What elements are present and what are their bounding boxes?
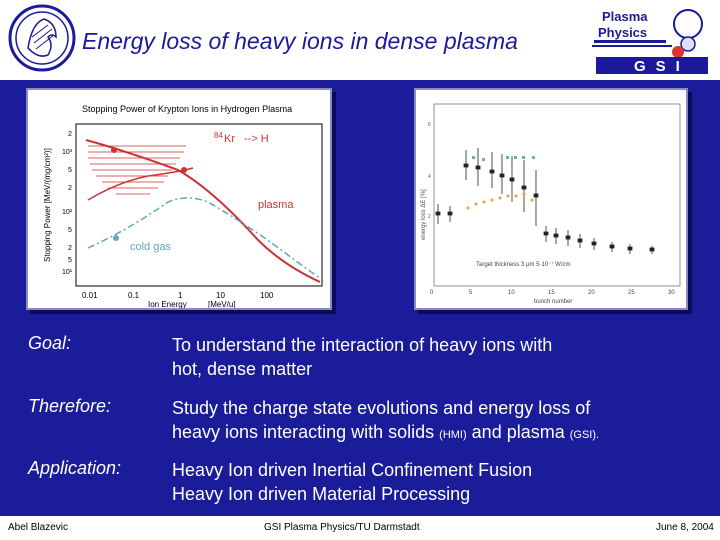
gsi-eagle-logo — [8, 4, 76, 72]
therefore-text: Study the charge state evolutions and en… — [172, 396, 599, 447]
ytick-minor: 2 — [68, 245, 72, 252]
y-axis-label: Stopping Power [MeV/(mg/cm²)] — [43, 148, 52, 262]
footer-date: June 8, 2004 — [656, 522, 714, 533]
cold-gas-label: cold gas — [130, 241, 171, 253]
logo-gsi-text: GSI — [634, 58, 690, 75]
data-point — [181, 167, 187, 173]
therefore-line-1: Study the charge state evolutions and en… — [172, 398, 591, 418]
application-text: Heavy Ion driven Inertial Confinement Fu… — [172, 458, 532, 506]
plasma-curve — [85, 139, 321, 283]
xtick-label: 20 — [588, 290, 595, 296]
ytick-minor: 2 — [68, 131, 72, 138]
target-annotation: Target thickness 3 µm 5·10⁻⁷ W/cm — [476, 261, 571, 268]
therefore-label: Therefore: — [28, 396, 112, 416]
hatched-region — [88, 145, 186, 195]
x-axis-unit: [MeV/u] — [208, 300, 236, 308]
isotope-mass: 84 — [214, 131, 223, 140]
xtick-label: 0.01 — [82, 291, 98, 300]
x-axis-label: bunch number — [534, 299, 572, 305]
ytick-minor: 5 — [68, 257, 72, 264]
energy-loss-figure: energy loss ΔE [%] 6 4 2 — [414, 88, 688, 310]
slide-title: Energy loss of heavy ions in dense plasm… — [82, 28, 518, 54]
xtick-label: 10 — [216, 291, 225, 300]
fig-left-title: Stopping Power of Krypton Ions in Hydrog… — [82, 104, 292, 114]
application-line-1: Heavy Ion driven Inertial Confinement Fu… — [172, 460, 533, 480]
ytick-minor: 5 — [68, 227, 72, 234]
footer-bar — [0, 516, 720, 540]
xtick-label: 1 — [178, 291, 183, 300]
data-point — [111, 147, 117, 153]
xtick-label: 0 — [430, 290, 434, 296]
gsi-tag: (GSI). — [569, 429, 600, 441]
hmi-tag: (HMI) — [439, 429, 467, 441]
ytick-label: 10³ — [62, 149, 73, 156]
plasma-physics-logo: Plasma Physics GSI — [592, 9, 708, 75]
green-markers — [472, 156, 535, 161]
xtick-label: 0.1 — [128, 291, 140, 300]
therefore-solids: heavy ions interacting with solids — [172, 422, 435, 442]
goal-line-2: hot, dense matter — [172, 359, 313, 379]
xtick-label: 5 — [469, 290, 473, 296]
ytick-minor: 2 — [68, 185, 72, 192]
footer-institution: GSI Plasma Physics/TU Darmstadt — [264, 522, 420, 533]
reaction-label: --> H — [244, 133, 269, 145]
therefore-plasma: and plasma — [471, 422, 565, 442]
logo-physics-text: Physics — [598, 25, 647, 40]
ytick-label: 2 — [428, 214, 431, 220]
ytick-label: 4 — [428, 174, 431, 180]
plasma-label: plasma — [258, 199, 294, 211]
data-point — [113, 235, 119, 241]
goal-line-1: To understand the interaction of heavy i… — [172, 335, 553, 355]
data-markers — [435, 148, 655, 254]
logo-plasma-text: Plasma — [602, 9, 648, 24]
orange-markers — [466, 192, 534, 210]
application-label: Application: — [28, 458, 122, 478]
ytick-label: 6 — [428, 122, 431, 128]
isotope-element: Kr — [224, 133, 235, 145]
ytick-minor: 5 — [68, 167, 72, 174]
stopping-power-figure: Stopping Power of Krypton Ions in Hydrog… — [26, 88, 332, 310]
application-line-2: Heavy Ion driven Material Processing — [172, 484, 471, 504]
goal-text: To understand the interaction of heavy i… — [172, 333, 552, 381]
ytick-label: 10¹ — [62, 269, 73, 276]
xtick-label: 25 — [628, 290, 635, 296]
x-axis-label: Ion Energy — [148, 300, 187, 308]
xtick-label: 30 — [668, 290, 675, 296]
y-axis-label: energy loss ΔE [%] — [421, 189, 427, 240]
xtick-label: 100 — [260, 291, 274, 300]
footer-author: Abel Blazevic — [8, 522, 69, 533]
therefore-line-2: heavy ions interacting with solids (HMI)… — [172, 420, 599, 447]
xtick-label: 15 — [548, 290, 555, 296]
xtick-label: 10 — [508, 290, 515, 296]
ytick-label: 10² — [62, 209, 73, 216]
goal-label: Goal: — [28, 333, 72, 353]
